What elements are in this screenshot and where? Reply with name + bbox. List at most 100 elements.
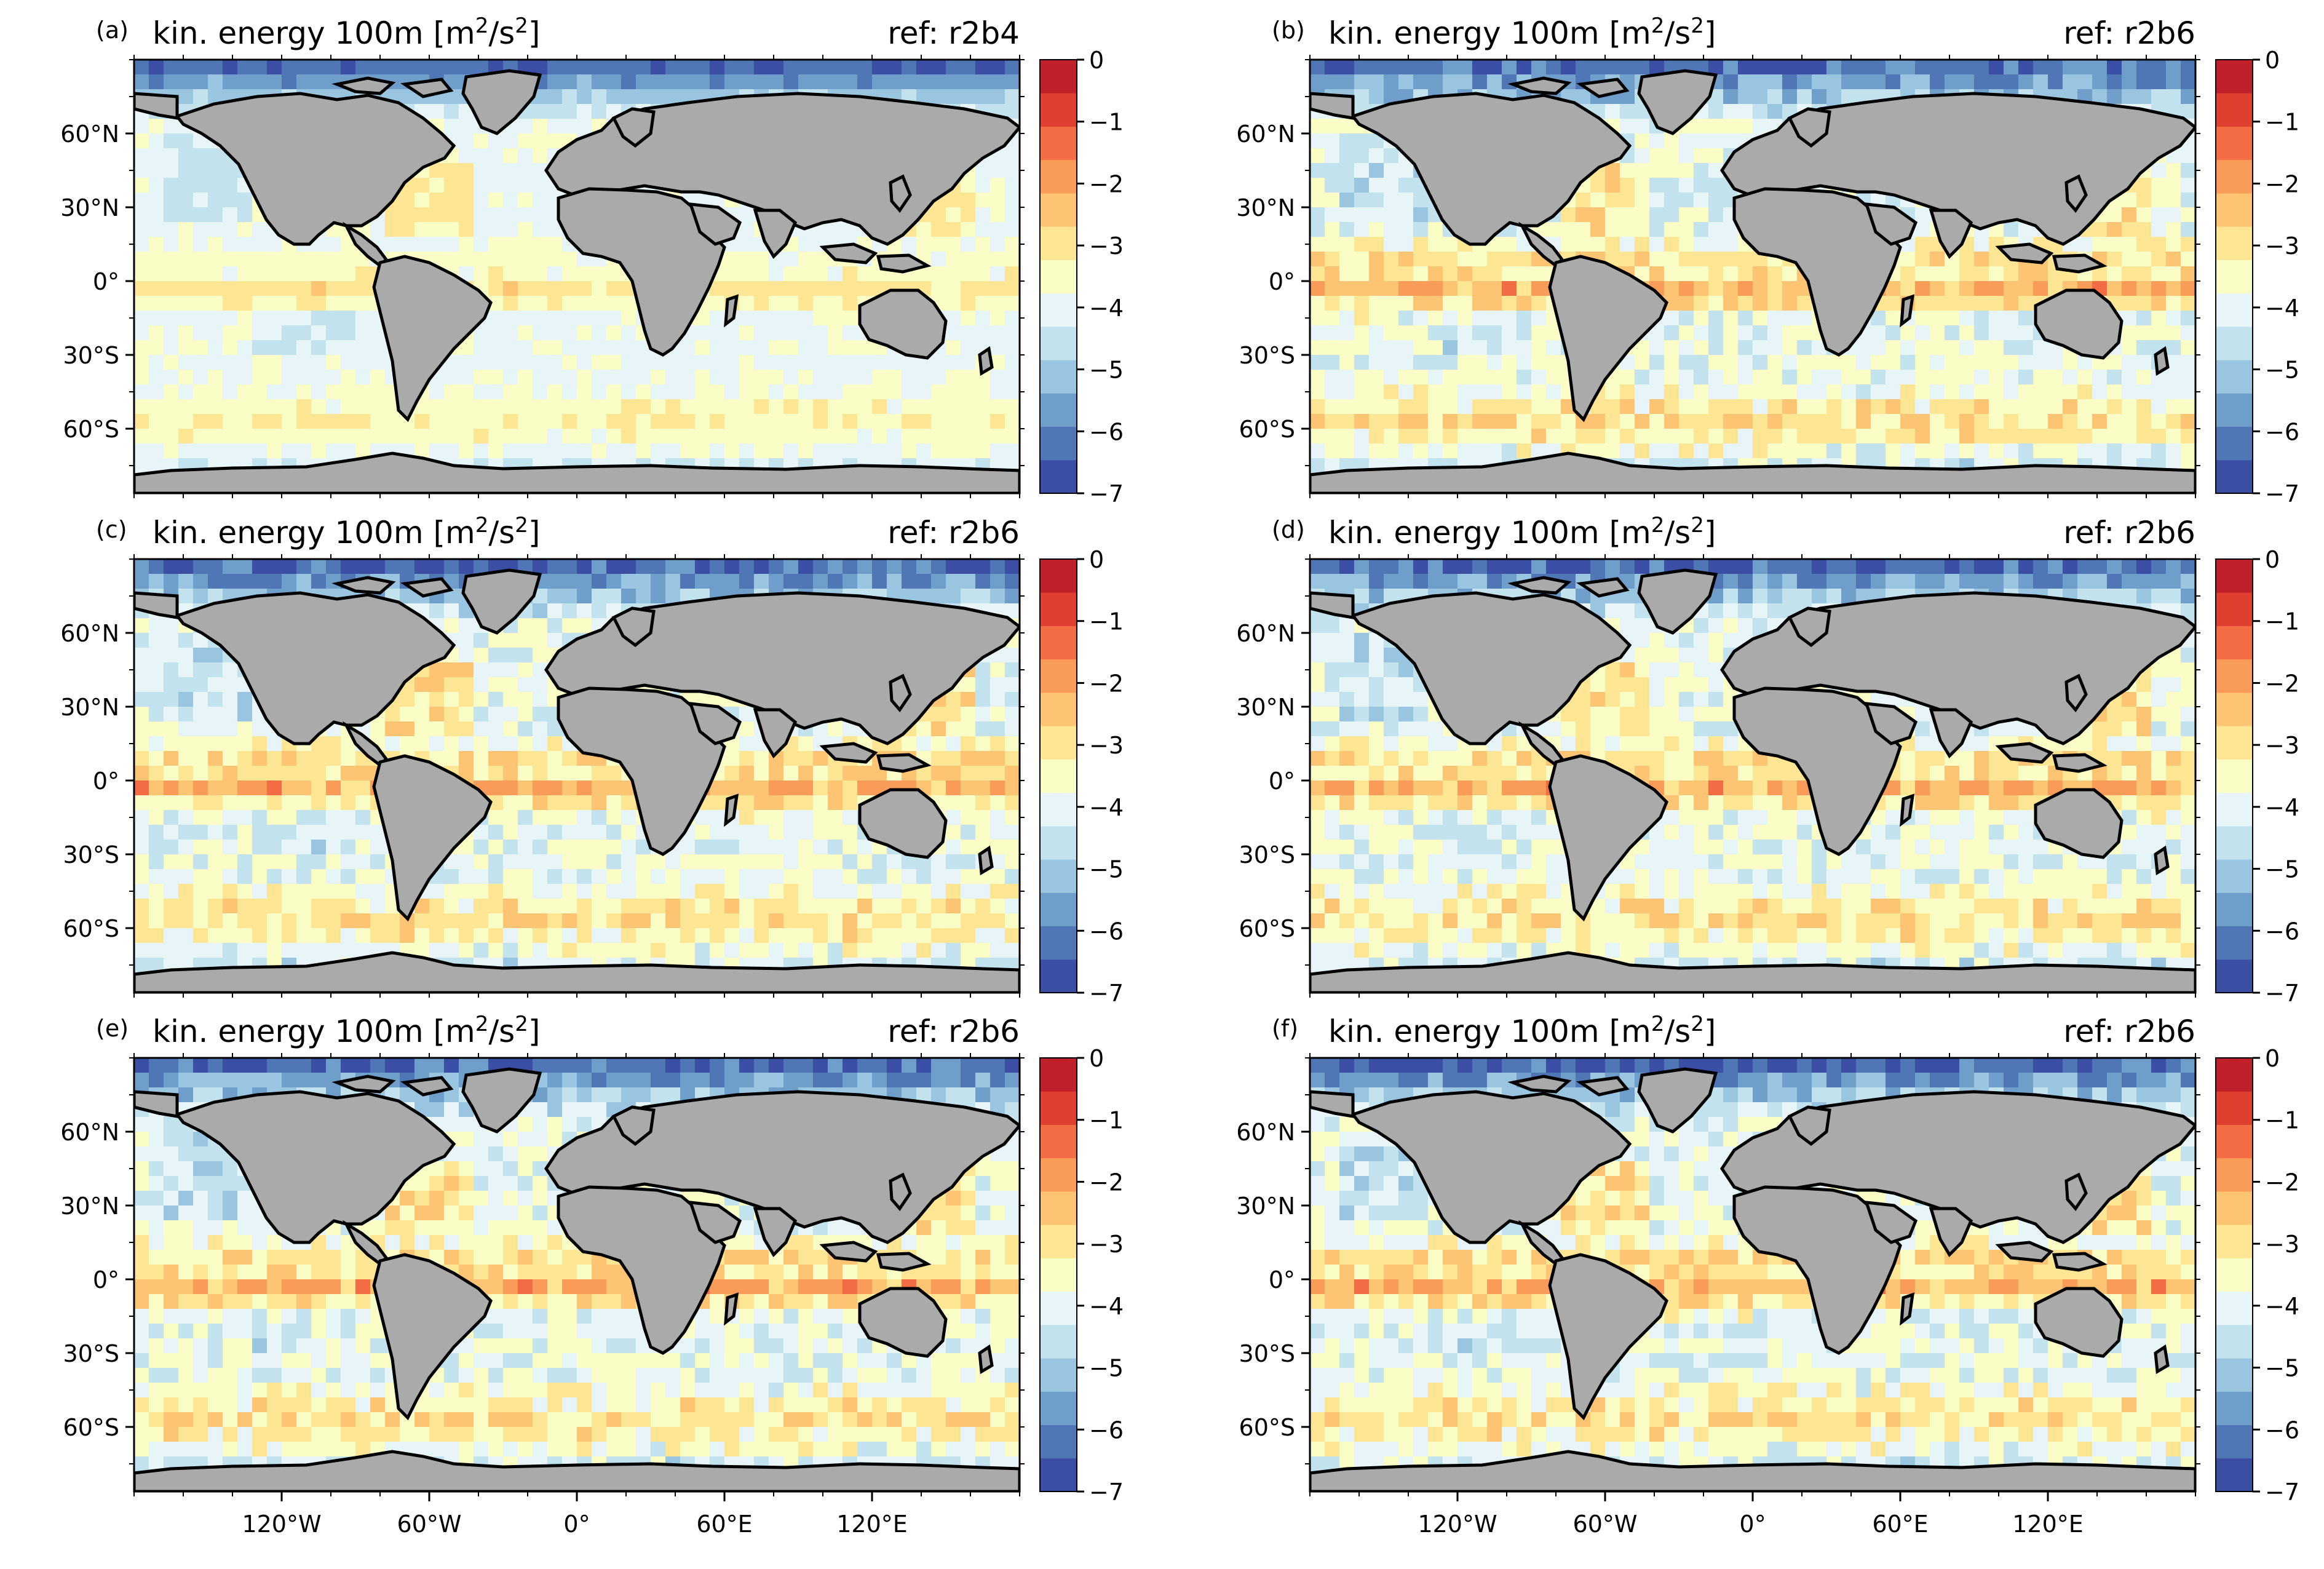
colorbar-segment	[1040, 126, 1077, 161]
colorbar-tick-label: −2	[1089, 670, 1124, 697]
lon-tick-label: 60°W	[397, 1511, 462, 1538]
panel-letter: (f)	[1272, 1015, 1298, 1042]
lon-tick-label: 0°	[1739, 1511, 1766, 1538]
colorbar-segment	[2216, 93, 2253, 127]
map-panel: (d) kin. energy 100m [m2/s2] ref: r2b6 60°N…	[1236, 513, 2299, 1007]
colorbar-segment	[2216, 1424, 2253, 1459]
colorbar-segment	[1040, 626, 1077, 660]
lat-tick-label: 60°N	[60, 620, 119, 647]
colorbar-segment	[2216, 193, 2253, 227]
colorbar-segment	[1040, 959, 1077, 993]
energy-field	[134, 559, 1020, 993]
lat-tick-label: 30°N	[1236, 194, 1295, 221]
colorbar-segment	[2216, 426, 2253, 461]
panel-title: kin. energy 100m [m2/s2]	[153, 1012, 540, 1049]
energy-field	[134, 1058, 1020, 1492]
colorbar-tick-label: 0	[1089, 546, 1104, 573]
lat-tick-label: 30°S	[1239, 342, 1295, 369]
lon-tick-label: 120°W	[1418, 1511, 1497, 1538]
colorbar-segment	[2216, 459, 2253, 494]
colorbar-tick-label: −7	[1089, 980, 1124, 1007]
colorbar-tick-label: −5	[1089, 357, 1124, 384]
colorbar-segment	[1040, 326, 1077, 360]
colorbar-tick-label: −2	[2265, 1169, 2299, 1196]
colorbar-segment	[1040, 592, 1077, 626]
colorbar-tick-label: −1	[2265, 608, 2299, 635]
lat-tick-label: 30°N	[1236, 694, 1295, 721]
colorbar-segment	[1040, 759, 1077, 793]
colorbar-segment	[1040, 1124, 1077, 1159]
lat-tick-label: 30°S	[63, 1340, 119, 1367]
colorbar-segment	[1040, 892, 1077, 927]
panel-reference: ref: r2b6	[2063, 1014, 2195, 1049]
colorbar-tick-label: −6	[1089, 1416, 1124, 1444]
panel-grid: (a) kin. energy 100m [m2/s2] ref: r2b4 60°N…	[60, 14, 2299, 1538]
energy-field	[1310, 1058, 2195, 1492]
colorbar-segment	[1040, 1058, 1077, 1092]
lat-tick-label: 30°N	[60, 1193, 119, 1220]
colorbar-tick-label: −7	[1089, 480, 1124, 507]
colorbar-segment	[2216, 859, 2253, 893]
colorbar-tick-label: −7	[2265, 980, 2299, 1007]
panel-letter: (b)	[1272, 17, 1305, 44]
panel-title: kin. energy 100m [m2/s2]	[1328, 1012, 1716, 1049]
colorbar-tick-label: −1	[1089, 109, 1124, 136]
colorbar-segment	[2216, 792, 2253, 827]
colorbar-tick-label: −5	[1089, 1355, 1124, 1382]
colorbar-tick-label: −7	[1089, 1479, 1124, 1506]
colorbar-segment	[1040, 293, 1077, 327]
colorbar-tick-label: −1	[1089, 1107, 1124, 1134]
colorbar-segment	[2216, 659, 2253, 693]
colorbar-segment	[1040, 659, 1077, 693]
panel-title: kin. energy 100m [m2/s2]	[1328, 513, 1716, 550]
lat-tick-label: 30°N	[60, 194, 119, 221]
colorbar-tick-label: −3	[1089, 232, 1124, 260]
colorbar-segment	[1040, 1158, 1077, 1192]
lat-tick-label: 0°	[93, 768, 119, 795]
colorbar-segment	[2216, 1258, 2253, 1292]
lat-tick-label: 0°	[1269, 1266, 1295, 1293]
colorbar-segment	[2216, 559, 2253, 593]
colorbar: 0 −1 −2 −3 −4 −5 −6 −7	[2215, 47, 2299, 507]
lon-tick-label: 60°E	[1872, 1511, 1928, 1538]
energy-field	[134, 60, 1020, 493]
colorbar-segment	[1040, 1424, 1077, 1459]
colorbar-segment	[2216, 1158, 2253, 1192]
colorbar-segment	[2216, 759, 2253, 793]
colorbar-segment	[2216, 1458, 2253, 1492]
lat-tick-label: 0°	[1269, 268, 1295, 295]
colorbar-segment	[1040, 360, 1077, 394]
lat-tick-label: 30°S	[1239, 841, 1295, 868]
lat-tick-label: 0°	[93, 268, 119, 295]
colorbar-segment	[1040, 926, 1077, 960]
colorbar-segment	[2216, 892, 2253, 927]
colorbar-tick-label: −1	[2265, 109, 2299, 136]
panel-reference: ref: r2b6	[887, 515, 1020, 550]
colorbar-tick-label: −6	[1089, 918, 1124, 945]
colorbar-tick-label: −7	[2265, 480, 2299, 507]
colorbar-segment	[2216, 1124, 2253, 1159]
colorbar-segment	[2216, 293, 2253, 327]
lat-tick-label: 60°S	[63, 915, 119, 942]
panel-letter: (d)	[1272, 516, 1305, 543]
colorbar-segment	[1040, 60, 1077, 93]
colorbar-segment	[2216, 126, 2253, 161]
colorbar-segment	[1040, 93, 1077, 127]
colorbar-tick-label: −5	[2265, 1355, 2299, 1382]
panel-letter: (e)	[96, 1015, 129, 1042]
colorbar: 0 −1 −2 −3 −4 −5 −6 −7	[2215, 1045, 2299, 1506]
colorbar-segment	[1040, 1391, 1077, 1426]
colorbar-segment	[1040, 1191, 1077, 1225]
colorbar-tick-label: −2	[2265, 170, 2299, 197]
colorbar-tick-label: −2	[1089, 170, 1124, 197]
lat-tick-label: 30°S	[63, 342, 119, 369]
colorbar-tick-label: −6	[2265, 918, 2299, 945]
colorbar-tick-label: −2	[1089, 1169, 1124, 1196]
colorbar-segment	[1040, 393, 1077, 427]
colorbar-tick-label: −1	[2265, 1107, 2299, 1134]
colorbar: 0 −1 −2 −3 −4 −5 −6 −7	[2215, 546, 2299, 1007]
colorbar-tick-label: −4	[2265, 1293, 2299, 1320]
colorbar-segment	[2216, 1191, 2253, 1225]
map-panel: (e) kin. energy 100m [m2/s2] ref: r2b6 60°N…	[60, 1012, 1124, 1538]
